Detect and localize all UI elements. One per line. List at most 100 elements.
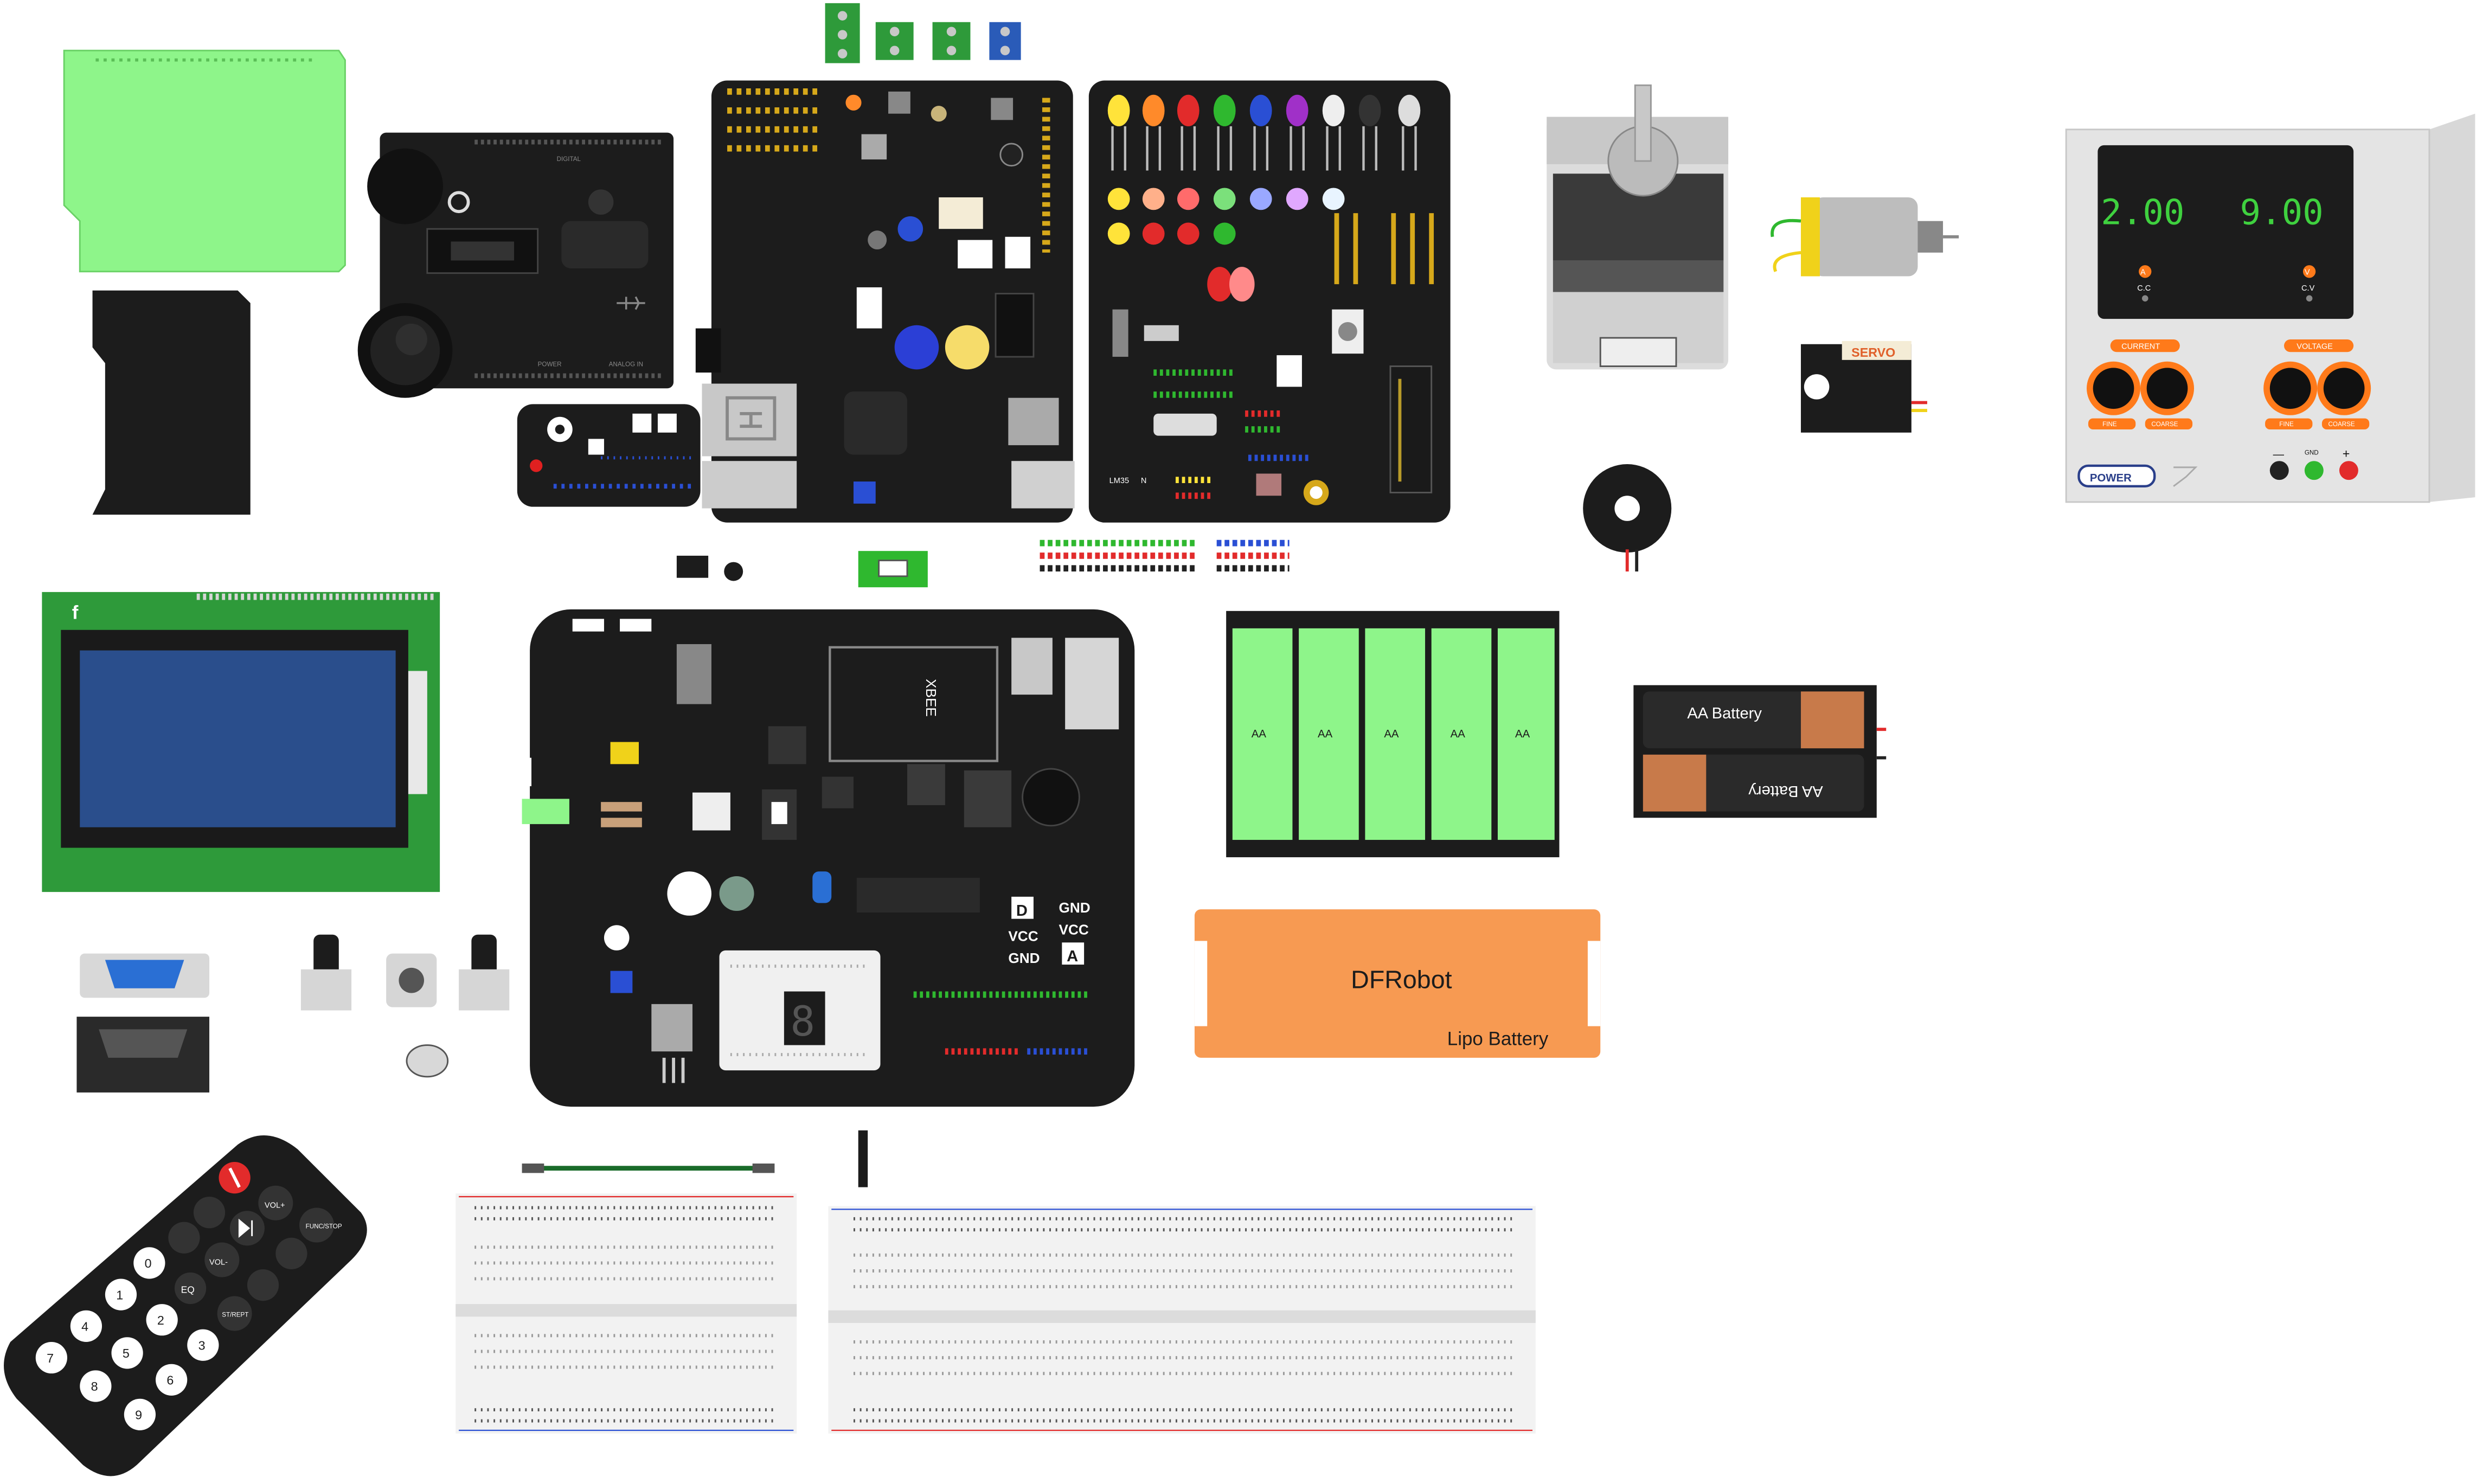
aa-battery-holder-2[interactable]: AA Battery AA Battery bbox=[1633, 685, 1887, 818]
current-fine-label: FINE bbox=[2102, 421, 2117, 428]
power-supply[interactable]: 2.00 9.00 A V C.C C.V CURRENT VOLTAGE FI… bbox=[2065, 113, 2475, 503]
servo[interactable]: SERVO bbox=[1801, 341, 1927, 433]
st-rept-label: ST/REPT bbox=[222, 1311, 248, 1318]
remote-digit-4: 4 bbox=[81, 1320, 88, 1334]
voltage-fine-label: FINE bbox=[2279, 421, 2294, 428]
func-stop-label: FUNC/STOP bbox=[306, 1223, 342, 1230]
remote-digit-3: 3 bbox=[198, 1339, 206, 1353]
d-label: D bbox=[1016, 902, 1028, 920]
voltage-indicator: V bbox=[2305, 268, 2310, 277]
ir-remote[interactable]: VOL+ FUNC/STOP VOL- EQ ST/REPT 0 1 2 3 4… bbox=[4, 1135, 367, 1476]
remote-digit-0: 0 bbox=[145, 1256, 152, 1270]
network-port-icon bbox=[726, 396, 777, 441]
potentiometers[interactable] bbox=[300, 934, 510, 1078]
servo-label: SERVO bbox=[1851, 345, 1895, 359]
jumper-wire[interactable] bbox=[522, 1130, 868, 1187]
led-sensor-panel[interactable]: LM35 N bbox=[1088, 80, 1451, 523]
slide-switch[interactable] bbox=[676, 555, 709, 578]
cell-2-label: AA bbox=[1318, 728, 1333, 740]
terminal-negative[interactable] bbox=[2269, 461, 2289, 480]
stepper-motor[interactable] bbox=[1547, 84, 1729, 370]
plus-label: + bbox=[2343, 446, 2350, 460]
mini-controller-board[interactable] bbox=[517, 404, 701, 507]
remote-key-8[interactable] bbox=[80, 1370, 112, 1402]
sd-card[interactable] bbox=[92, 290, 251, 515]
a-label: A bbox=[1067, 948, 1078, 965]
battery-2-label: AA Battery bbox=[1748, 782, 1823, 800]
lcd-module[interactable]: f bbox=[42, 592, 440, 892]
voltage-coarse-knob[interactable] bbox=[2317, 361, 2371, 415]
power-button-remote[interactable] bbox=[219, 1162, 251, 1194]
remote-key-1[interactable] bbox=[105, 1279, 137, 1310]
remote-key-7[interactable] bbox=[35, 1341, 67, 1374]
current-coarse-label: COARSE bbox=[2151, 421, 2178, 428]
mini-breadboard[interactable]: 8 bbox=[719, 950, 881, 1071]
vcc-label-a: VCC bbox=[1059, 922, 1089, 938]
remote-digit-9: 9 bbox=[135, 1408, 142, 1422]
gnd-label: GND bbox=[2305, 449, 2319, 457]
mp3-shield[interactable]: DIGITAL POWER ANALOG IN bbox=[357, 132, 674, 398]
minus-label: — bbox=[2273, 448, 2285, 460]
lipo-brand: DFRobot bbox=[1351, 966, 1452, 994]
aa-battery-holder-5[interactable]: AA AA AA AA AA bbox=[1226, 611, 1560, 858]
gear-icon bbox=[547, 416, 573, 442]
vol-down-label: VOL- bbox=[209, 1258, 228, 1267]
battery-1-label: AA Battery bbox=[1687, 705, 1762, 722]
vcc-label-d: VCC bbox=[1008, 928, 1038, 944]
remote-digit-1: 1 bbox=[116, 1288, 123, 1302]
remote-key-3[interactable] bbox=[187, 1329, 219, 1361]
current-coarse-knob[interactable] bbox=[2140, 361, 2195, 415]
remote-digit-8: 8 bbox=[91, 1379, 98, 1393]
terminal-positive[interactable] bbox=[2339, 461, 2358, 480]
power-label: POWER bbox=[2090, 472, 2132, 484]
svg-text:f: f bbox=[72, 602, 79, 623]
main-controller-board[interactable] bbox=[695, 80, 1075, 523]
remote-key-6[interactable] bbox=[156, 1364, 188, 1396]
terminal-gnd[interactable] bbox=[2304, 461, 2324, 480]
seven-seg-digit: 8 bbox=[791, 998, 816, 1045]
terminal-blocks[interactable] bbox=[825, 3, 1021, 63]
voltage-label: VOLTAGE bbox=[2297, 342, 2333, 351]
breadboard-full[interactable] bbox=[828, 1206, 1536, 1434]
db9-connector[interactable] bbox=[76, 953, 210, 1093]
power-button[interactable]: POWER bbox=[2077, 464, 2156, 487]
remote-digit-2: 2 bbox=[157, 1313, 164, 1327]
n-label: N bbox=[1141, 477, 1147, 485]
proto-shield[interactable] bbox=[63, 49, 346, 273]
power-label: POWER bbox=[538, 361, 562, 368]
power-button-icon bbox=[2173, 466, 2198, 487]
io-expansion-board[interactable]: XBEE 8 D GND VCC VCC GND bbox=[518, 609, 1135, 1107]
remote-key-5[interactable] bbox=[111, 1337, 143, 1369]
breadboard-half[interactable] bbox=[456, 1193, 797, 1434]
display-panel bbox=[2097, 145, 2354, 319]
led-row bbox=[1107, 94, 1421, 171]
gnd-label-a: GND bbox=[1008, 950, 1040, 966]
buzzer[interactable] bbox=[1583, 464, 1672, 572]
cc-label: C.C bbox=[2137, 284, 2151, 293]
cv-label: C.V bbox=[2301, 284, 2315, 293]
current-fine-knob[interactable] bbox=[2087, 361, 2141, 415]
current-label: CURRENT bbox=[2121, 342, 2160, 351]
cell-5-label: AA bbox=[1515, 728, 1530, 740]
vol-up-label: VOL+ bbox=[265, 1201, 285, 1210]
lipo-type: Lipo Battery bbox=[1447, 1029, 1549, 1050]
cell-4-label: AA bbox=[1451, 728, 1466, 740]
pin-headers[interactable] bbox=[1040, 539, 1290, 572]
transistor[interactable] bbox=[724, 562, 743, 581]
play-pause-icon[interactable] bbox=[229, 1211, 265, 1246]
lm35-label: LM35 bbox=[1109, 477, 1129, 485]
dc-motor[interactable] bbox=[1771, 197, 1959, 277]
cell-3-label: AA bbox=[1384, 728, 1399, 740]
digital-label: DIGITAL bbox=[557, 156, 581, 163]
lipo-battery[interactable]: DFRobot Lipo Battery bbox=[1194, 909, 1601, 1058]
remote-key-0[interactable] bbox=[133, 1247, 165, 1279]
usb-icon bbox=[617, 296, 645, 310]
remote-key-4[interactable] bbox=[70, 1310, 102, 1342]
remote-digit-7: 7 bbox=[47, 1351, 54, 1365]
analog-label: ANALOG IN bbox=[609, 361, 643, 368]
current-display: 2.00 bbox=[2101, 192, 2184, 233]
remote-key-2[interactable] bbox=[146, 1304, 178, 1336]
voltage-fine-knob[interactable] bbox=[2263, 361, 2318, 415]
remote-digit-6: 6 bbox=[166, 1373, 174, 1387]
remote-key-9[interactable] bbox=[124, 1398, 156, 1431]
